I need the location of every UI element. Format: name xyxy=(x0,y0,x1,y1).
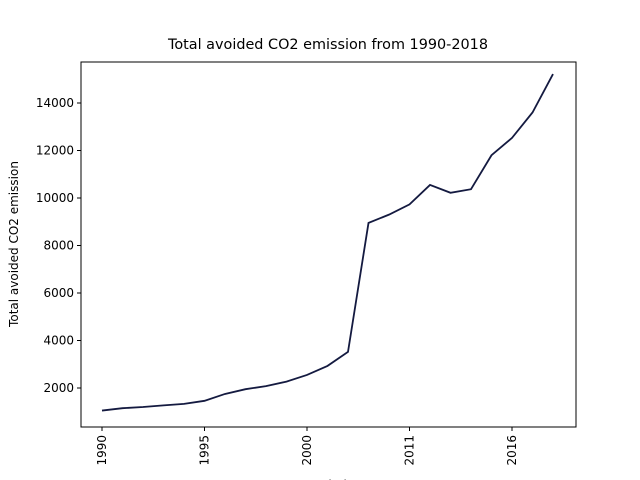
x-tick-label: 2011 xyxy=(403,435,417,466)
y-tick-label: 4000 xyxy=(43,334,74,348)
plot-frame xyxy=(80,61,577,428)
x-tick-label: 2016 xyxy=(505,435,519,466)
y-tick-label: 8000 xyxy=(43,238,74,252)
chart-title: Total avoided CO2 emission from 1990-201… xyxy=(167,37,488,53)
line-series xyxy=(101,73,554,412)
y-tick-label: 10000 xyxy=(36,191,74,205)
y-tick-label: 2000 xyxy=(43,381,74,395)
y-tick-label: 14000 xyxy=(36,96,74,110)
x-axis-label: Period xyxy=(309,478,346,480)
y-tick-label: 12000 xyxy=(36,143,74,157)
x-tick-label: 1995 xyxy=(198,435,212,466)
y-axis-label: Total avoided CO2 emission xyxy=(7,161,21,328)
y-tick-label: 6000 xyxy=(43,286,74,300)
x-tick-label: 2000 xyxy=(300,435,314,466)
x-tick-label: 1990 xyxy=(95,435,109,466)
